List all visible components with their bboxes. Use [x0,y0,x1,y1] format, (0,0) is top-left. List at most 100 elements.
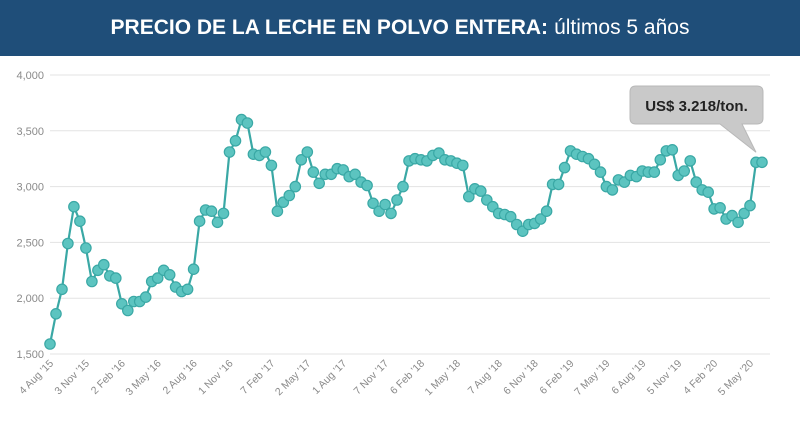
data-point [44,338,56,350]
y-tick-label: 2,000 [16,293,44,305]
data-point [211,216,224,229]
chart-title-subtitle: últimos 5 años [554,16,690,39]
data-point [361,179,373,192]
y-axis-ticks: 1,500 2,000 2,500 3,000 3,500 4,000 [16,70,44,361]
data-point [456,159,469,172]
data-point [606,184,619,196]
data-point [367,197,379,210]
y-tick-label: 3,000 [16,182,44,194]
data-point [271,205,284,217]
data-point [229,135,242,147]
series-group [44,113,768,350]
x-tick-label: 3 Nov '15 [52,358,92,398]
data-point [265,159,278,172]
x-tick-label: 7 Aug '18 [466,358,505,397]
data-point [313,177,325,190]
data-point [349,168,361,181]
x-tick-label: 7 Feb '17 [238,358,277,397]
y-tick-label: 2,500 [16,237,44,249]
data-point [540,205,553,217]
x-tick-label: 6 Feb '19 [537,358,576,397]
x-axis-ticks: 4 Aug '153 Nov '152 Feb '163 May '162 Au… [17,358,756,399]
x-tick-label: 3 May '16 [123,358,164,399]
y-tick-label: 1,500 [16,349,44,361]
data-point [744,199,756,212]
data-point [594,166,607,178]
data-point [139,291,152,303]
data-point [223,146,236,158]
data-point [283,189,296,202]
data-point [181,283,194,296]
data-point [50,307,62,320]
data-point [702,186,714,198]
data-point [534,213,547,225]
x-tick-label: 2 Aug '16 [160,358,199,397]
x-tick-label: 1 May '18 [423,358,464,399]
data-point [684,155,696,167]
x-tick-label: 7 Nov '17 [352,358,392,398]
data-point [122,304,134,317]
grid-lines [50,74,770,355]
data-point [385,207,397,220]
data-point [80,242,92,254]
data-point [391,194,403,206]
data-point [397,180,409,193]
data-point [648,166,661,178]
data-point [74,215,86,227]
data-point [86,275,98,288]
x-tick-label: 4 Feb '20 [681,358,720,397]
x-tick-label: 1 Nov '16 [196,358,236,398]
x-tick-label: 5 Nov '19 [645,358,685,398]
x-tick-label: 5 May '20 [716,358,757,399]
x-tick-label: 2 Feb '16 [89,358,128,397]
data-point [756,156,768,169]
price-callout: US$ 3.218/ton. [629,85,764,153]
data-point [666,144,679,156]
x-tick-label: 4 Aug '15 [17,358,56,397]
x-tick-label: 7 May '19 [572,358,613,399]
data-point [56,283,68,296]
data-point [259,146,272,158]
data-point [558,161,571,174]
data-point [504,210,517,223]
data-point [68,200,80,213]
data-point [205,205,218,217]
data-point [301,146,314,158]
x-tick-label: 6 Aug '19 [609,358,648,397]
data-point [690,176,702,188]
x-tick-label: 6 Nov '18 [501,358,541,398]
data-point [307,166,320,178]
data-point [62,237,74,250]
data-point [678,165,690,177]
data-point [732,216,744,229]
data-point [738,207,750,220]
data-point [289,180,302,193]
series-line [48,118,762,345]
data-point [241,117,254,129]
y-tick-label: 4,000 [16,70,44,82]
data-point [588,158,601,171]
callout-label: US$ 3.218/ton. [645,98,748,115]
data-point [110,272,122,284]
y-tick-label: 3,500 [16,126,44,138]
data-point [379,198,391,211]
data-point [714,202,726,214]
data-point [151,272,164,284]
chart-title-main: PRECIO DE LA LECHE EN POLVO ENTERA: [110,16,549,39]
data-point [462,190,475,203]
data-point [163,268,176,281]
data-point [193,215,206,227]
x-tick-label: 2 May '17 [273,358,314,399]
data-point [217,207,230,220]
data-point [187,263,200,275]
data-point [552,178,565,191]
data-point [295,154,308,166]
x-tick-label: 6 Feb '18 [388,358,427,397]
callout-bubble [629,85,764,153]
x-tick-label: 1 Aug '17 [310,358,349,397]
data-point [98,258,110,271]
data-point [474,185,487,197]
data-point [654,154,667,166]
chart-title-bar: PRECIO DE LA LECHE EN POLVO ENTERA: últi… [0,0,800,56]
